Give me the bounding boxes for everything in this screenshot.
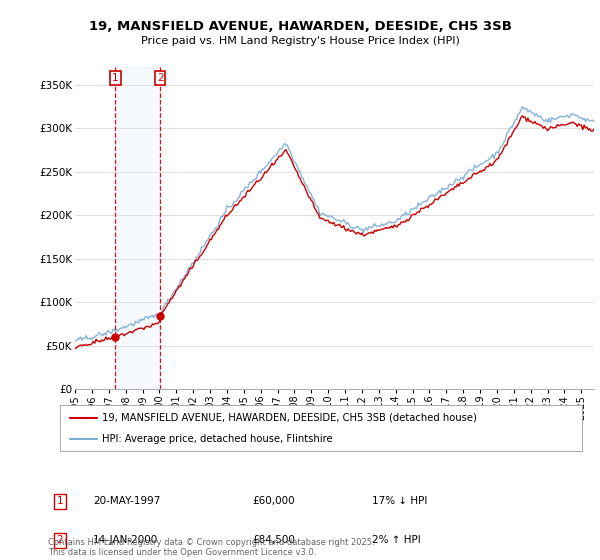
Text: HPI: Average price, detached house, Flintshire: HPI: Average price, detached house, Flin…	[102, 435, 332, 444]
Text: 1: 1	[112, 73, 118, 83]
Text: £84,500: £84,500	[252, 535, 295, 545]
Text: Contains HM Land Registry data © Crown copyright and database right 2025.
This d: Contains HM Land Registry data © Crown c…	[48, 538, 374, 557]
Bar	[115, 67, 160, 389]
Text: 2: 2	[56, 535, 64, 545]
Text: 19, MANSFIELD AVENUE, HAWARDEN, DEESIDE, CH5 3SB (detached house): 19, MANSFIELD AVENUE, HAWARDEN, DEESIDE,…	[102, 413, 476, 423]
Text: Price paid vs. HM Land Registry's House Price Index (HPI): Price paid vs. HM Land Registry's House …	[140, 36, 460, 46]
Text: 1: 1	[56, 496, 64, 506]
Text: 17% ↓ HPI: 17% ↓ HPI	[372, 496, 427, 506]
Text: 2% ↑ HPI: 2% ↑ HPI	[372, 535, 421, 545]
Text: 20-MAY-1997: 20-MAY-1997	[93, 496, 160, 506]
Text: 19, MANSFIELD AVENUE, HAWARDEN, DEESIDE, CH5 3SB: 19, MANSFIELD AVENUE, HAWARDEN, DEESIDE,…	[89, 20, 511, 32]
Text: £60,000: £60,000	[252, 496, 295, 506]
Text: 2: 2	[157, 73, 163, 83]
Text: 14-JAN-2000: 14-JAN-2000	[93, 535, 158, 545]
